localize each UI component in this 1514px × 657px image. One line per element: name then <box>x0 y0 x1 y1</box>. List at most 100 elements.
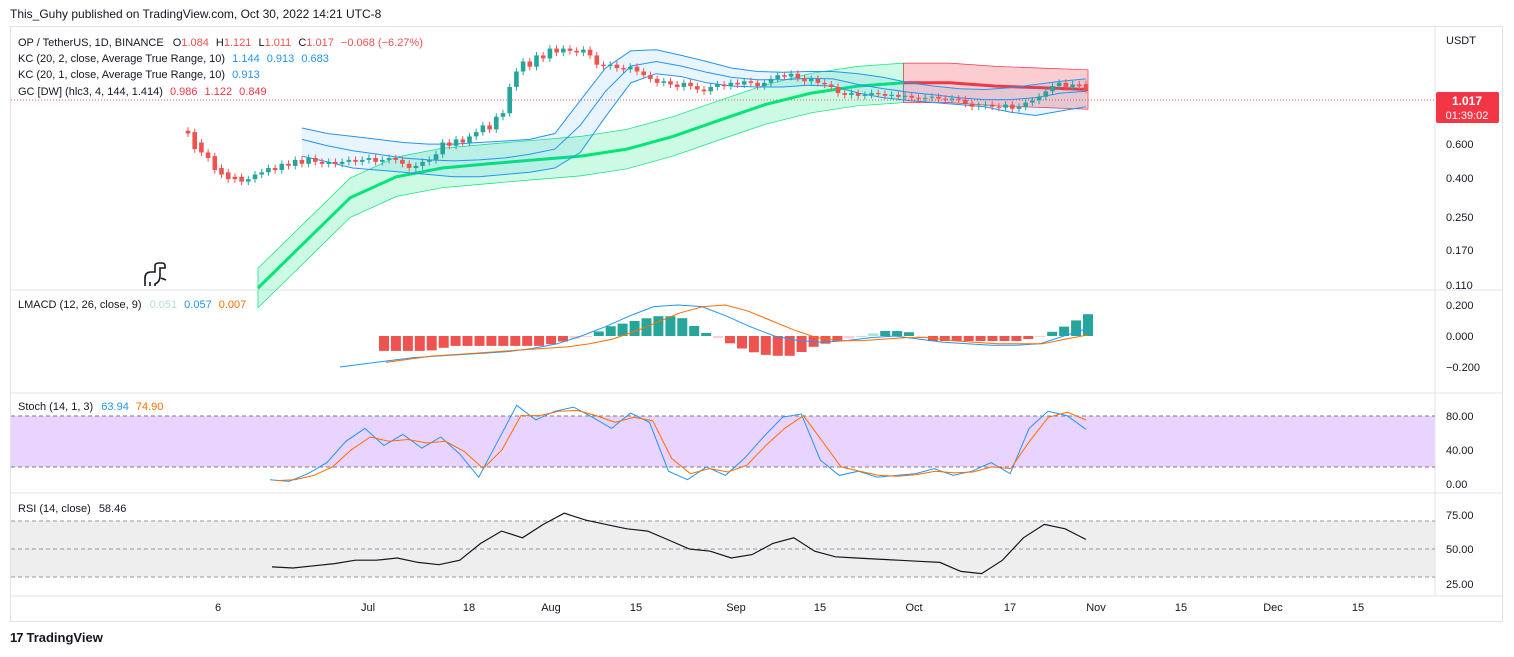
candle-body <box>748 81 754 83</box>
candle-body <box>1010 104 1015 109</box>
candle-body <box>232 176 238 180</box>
macd-histogram-bar <box>748 336 759 353</box>
candle-body <box>587 49 593 56</box>
macd-histogram-bar <box>593 331 604 336</box>
macd-histogram-bar <box>880 331 891 336</box>
candle-body <box>453 139 459 146</box>
macd-histogram-bar <box>796 336 807 352</box>
candle-body <box>554 48 559 53</box>
candle-body <box>527 61 533 67</box>
candle-body <box>1070 84 1075 87</box>
x-axis-tick-label: Aug <box>541 602 561 614</box>
macd-histogram-bar <box>1071 320 1082 336</box>
stoch-k-line <box>269 404 1087 482</box>
macd-histogram-bar <box>438 336 449 348</box>
candle-body <box>782 75 787 77</box>
tradingview-logo-icon: 17 <box>10 630 24 645</box>
candle-body <box>775 75 780 79</box>
candle-body <box>641 71 646 76</box>
candle-body <box>286 163 291 166</box>
candle-body <box>1003 104 1008 108</box>
candle-body <box>500 113 506 117</box>
macd-histogram-bar <box>1083 314 1093 336</box>
macd-histogram-bar <box>558 336 568 342</box>
macd-histogram-bar <box>939 336 950 341</box>
candle-body <box>808 78 814 82</box>
rsi-legend: RSI (14, close) 58.46 <box>18 503 126 515</box>
candle-body <box>346 159 352 162</box>
stoch-tick: 40.00 <box>1446 445 1474 457</box>
macd-histogram-bar <box>474 336 485 346</box>
x-axis: 6 Jul 18 Aug 15 Sep 15 Oct 17 Nov 15 Dec 15 <box>215 602 1364 614</box>
candle-body <box>594 55 600 65</box>
x-axis-tick-label: Oct <box>905 602 922 614</box>
candle-body <box>373 158 378 162</box>
stoch-legend: Stoch (14, 1, 3) 63.94 74.90 <box>18 401 163 413</box>
macd-histogram-bar <box>605 326 616 336</box>
candle-body <box>795 73 801 79</box>
candle-body <box>728 82 734 87</box>
candle-body <box>701 89 707 92</box>
gc-midline-bull <box>256 81 904 290</box>
kc-mid-line <box>301 60 1087 162</box>
macd-histogram-bar <box>534 336 545 346</box>
macd-histogram-bar <box>498 336 509 346</box>
candle-body <box>520 61 526 72</box>
x-axis-tick-label: 15 <box>1175 602 1187 614</box>
macd-histogram-bar <box>450 336 461 346</box>
macd-histogram-bar <box>402 336 413 351</box>
tradingview-brand[interactable]: 17 TradingView <box>10 630 103 645</box>
macd-histogram-bar <box>1011 336 1022 341</box>
macd-histogram-bar <box>868 333 879 336</box>
macd-histogram-bar <box>987 336 998 341</box>
candle-body <box>514 71 519 87</box>
macd-histogram-bar <box>892 331 903 336</box>
candle-body <box>788 73 794 77</box>
candle-body <box>292 159 298 166</box>
candle-body <box>1036 96 1042 101</box>
candle-body <box>1056 82 1062 87</box>
x-axis-tick-label: 17 <box>1004 602 1016 614</box>
candle-body <box>835 87 841 94</box>
candle-body <box>447 142 452 146</box>
price-tick: 0.400 <box>1446 173 1474 185</box>
candle-body <box>1063 82 1069 87</box>
candle-body <box>480 125 486 133</box>
stoch-tick: 80.00 <box>1446 411 1474 423</box>
candle-body <box>192 132 197 150</box>
candle-body <box>601 64 606 66</box>
candle-body <box>1050 86 1055 92</box>
candle-body <box>634 66 640 72</box>
candle-body <box>849 93 854 95</box>
candle-body <box>735 82 740 85</box>
price-tick: 0.170 <box>1446 245 1474 257</box>
macd-histogram-bar <box>772 336 783 356</box>
kc-lower-line <box>301 73 1087 178</box>
candle-body <box>862 94 868 96</box>
candle-body <box>386 158 392 160</box>
candle-body <box>1023 102 1028 107</box>
candle-body <box>936 96 941 99</box>
legend-kc2: KC (20, 1, close, Average True Range, 10… <box>18 69 260 81</box>
countdown-value: 01:39:02 <box>1446 110 1489 122</box>
macd-histogram-bar <box>820 336 831 344</box>
legend-kc1: KC (20, 2, close, Average True Range, 10… <box>18 53 329 65</box>
candle-body <box>259 172 264 175</box>
stoch-tick: 0.00 <box>1446 479 1467 491</box>
macd-histogram-bar <box>510 336 521 346</box>
candle-body <box>876 93 881 95</box>
candle-body <box>963 99 968 104</box>
last-price-badge <box>1436 92 1499 123</box>
candle-body <box>561 48 566 53</box>
published-header: This_Guhy published on TradingView.com, … <box>10 7 382 21</box>
macd-histogram-bar <box>1023 336 1034 340</box>
candle-body <box>882 94 888 96</box>
candle-body <box>433 154 439 160</box>
macd-histogram-bar <box>963 336 974 341</box>
macd-histogram-bar <box>653 316 664 336</box>
macd-histogram-bar <box>486 336 497 346</box>
candle-body <box>239 176 244 182</box>
candle-body <box>326 161 331 164</box>
candle-body <box>621 68 626 70</box>
